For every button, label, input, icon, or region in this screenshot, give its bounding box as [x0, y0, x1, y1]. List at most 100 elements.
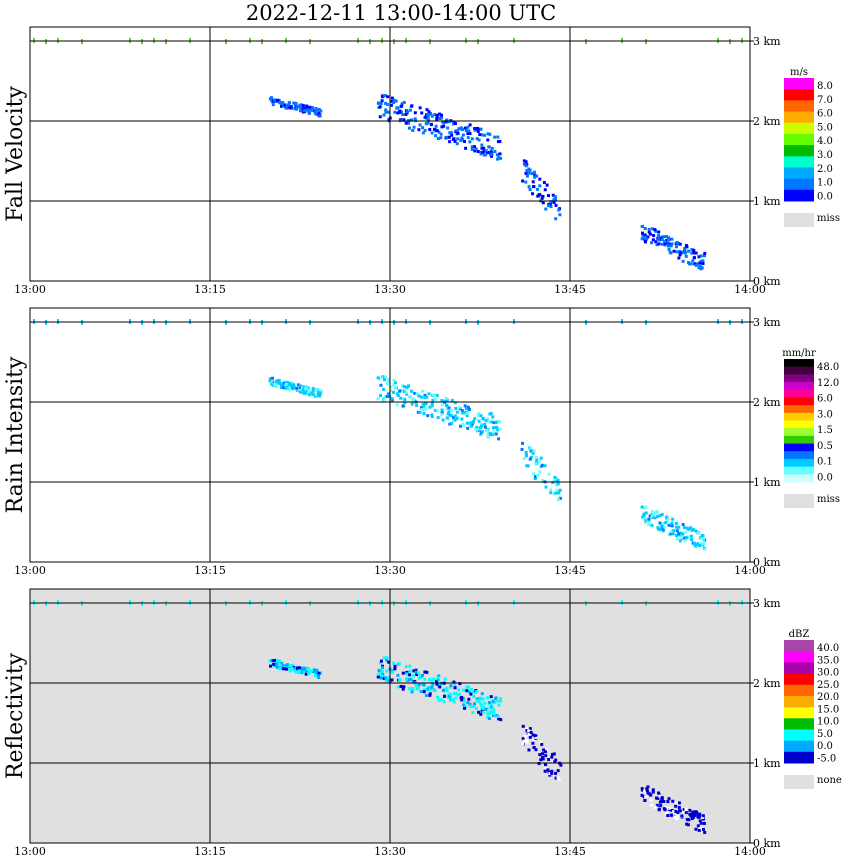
echo-cell — [554, 198, 558, 202]
echo-cell — [318, 389, 322, 393]
echo-cell — [553, 195, 557, 199]
echo-cell — [430, 415, 434, 419]
echo-cell — [663, 241, 667, 245]
echo-cell — [390, 96, 394, 100]
echo-cell — [647, 227, 651, 231]
echo-cell — [319, 109, 323, 113]
echo-cell — [682, 250, 686, 254]
echo-cell — [524, 160, 528, 164]
echo-cell — [678, 242, 682, 246]
echo-cell — [378, 670, 382, 674]
echo-cell — [416, 686, 420, 690]
echo-cell — [644, 795, 648, 799]
echo-cell — [681, 259, 685, 263]
colorbar-label: 1.5 — [817, 425, 833, 436]
echo-cell — [442, 124, 446, 128]
echo-cell — [689, 262, 693, 266]
echo-cell — [295, 666, 299, 670]
echo-cell — [315, 671, 319, 675]
echo-cell — [448, 692, 452, 696]
echo-cell — [670, 524, 674, 528]
echo-cell — [521, 179, 525, 183]
echo-cell — [442, 700, 446, 704]
echo-cell — [702, 542, 706, 546]
echo-cell — [697, 255, 701, 259]
colorbar-swatch — [784, 382, 814, 391]
echo-cell — [527, 185, 531, 189]
echo-cell — [648, 514, 652, 518]
echo-cell — [557, 489, 561, 493]
echo-cell — [316, 391, 320, 395]
echo-cell — [484, 707, 488, 711]
colorbar-swatch — [784, 640, 814, 652]
echo-cell — [650, 523, 654, 527]
echo-cell — [441, 120, 445, 124]
echo-cell — [489, 695, 493, 699]
echo-cell — [480, 706, 484, 710]
echo-cell — [399, 396, 403, 400]
echo-cell — [438, 116, 442, 120]
echo-cell — [378, 105, 382, 109]
echo-cell — [384, 110, 388, 114]
plot-frame — [29, 588, 751, 844]
echo-cell — [663, 525, 667, 529]
echo-cell — [467, 408, 471, 412]
echo-cell — [417, 128, 421, 132]
echo-cell — [400, 104, 404, 108]
echo-cell — [700, 266, 704, 270]
echo-cell — [437, 112, 441, 116]
echo-cell — [678, 251, 682, 255]
echo-cell — [425, 395, 429, 399]
echo-cell — [408, 108, 412, 112]
echo-cell — [396, 673, 400, 677]
echo-cell — [675, 250, 679, 254]
echo-cell — [463, 699, 467, 703]
echo-cell — [694, 251, 698, 255]
echo-cell — [664, 521, 668, 525]
echo-cell — [455, 142, 459, 146]
echo-cell — [376, 376, 380, 380]
echo-feature — [640, 785, 707, 834]
echo-cell — [537, 459, 541, 463]
echo-cell — [554, 491, 558, 495]
echo-cell — [692, 256, 696, 260]
echo-cell — [640, 237, 644, 241]
echo-cell — [415, 392, 419, 396]
echo-cell — [671, 517, 675, 521]
echo-cell — [298, 385, 302, 389]
echo-cell — [298, 390, 302, 394]
echo-cell — [387, 660, 391, 664]
echo-cell — [650, 803, 654, 807]
time-tick-label: 13:45 — [554, 845, 586, 858]
echo-cell — [272, 382, 276, 386]
echo-cell — [476, 149, 480, 153]
colorbar-miss-swatch — [784, 213, 814, 227]
colorbar-label: 35.0 — [817, 655, 839, 666]
echo-cell — [402, 390, 406, 394]
height-tick-label: 0 km — [753, 556, 781, 569]
echo-cell — [497, 156, 501, 160]
echo-cell — [436, 137, 440, 141]
echo-cell — [655, 243, 659, 247]
echo-cell — [406, 384, 410, 388]
echo-cell — [272, 662, 276, 666]
echo-cell — [696, 815, 700, 819]
echo-cell — [303, 666, 307, 670]
colorbar-miss-swatch — [784, 775, 814, 789]
echo-cell — [287, 388, 291, 392]
echo-cell — [489, 702, 493, 706]
echo-cell — [691, 815, 695, 819]
echo-cell — [471, 705, 475, 709]
echo-cell — [437, 130, 441, 134]
echo-cell — [486, 435, 490, 439]
echo-cell — [419, 690, 423, 694]
echo-cell — [440, 408, 444, 412]
echo-cell — [392, 661, 396, 665]
echo-cell — [291, 667, 295, 671]
echo-cell — [651, 238, 655, 242]
echo-cell — [531, 451, 535, 455]
echo-cell — [529, 730, 533, 734]
colorbar-swatch — [784, 145, 814, 157]
echo-cell — [430, 131, 434, 135]
echo-cell — [411, 128, 415, 132]
